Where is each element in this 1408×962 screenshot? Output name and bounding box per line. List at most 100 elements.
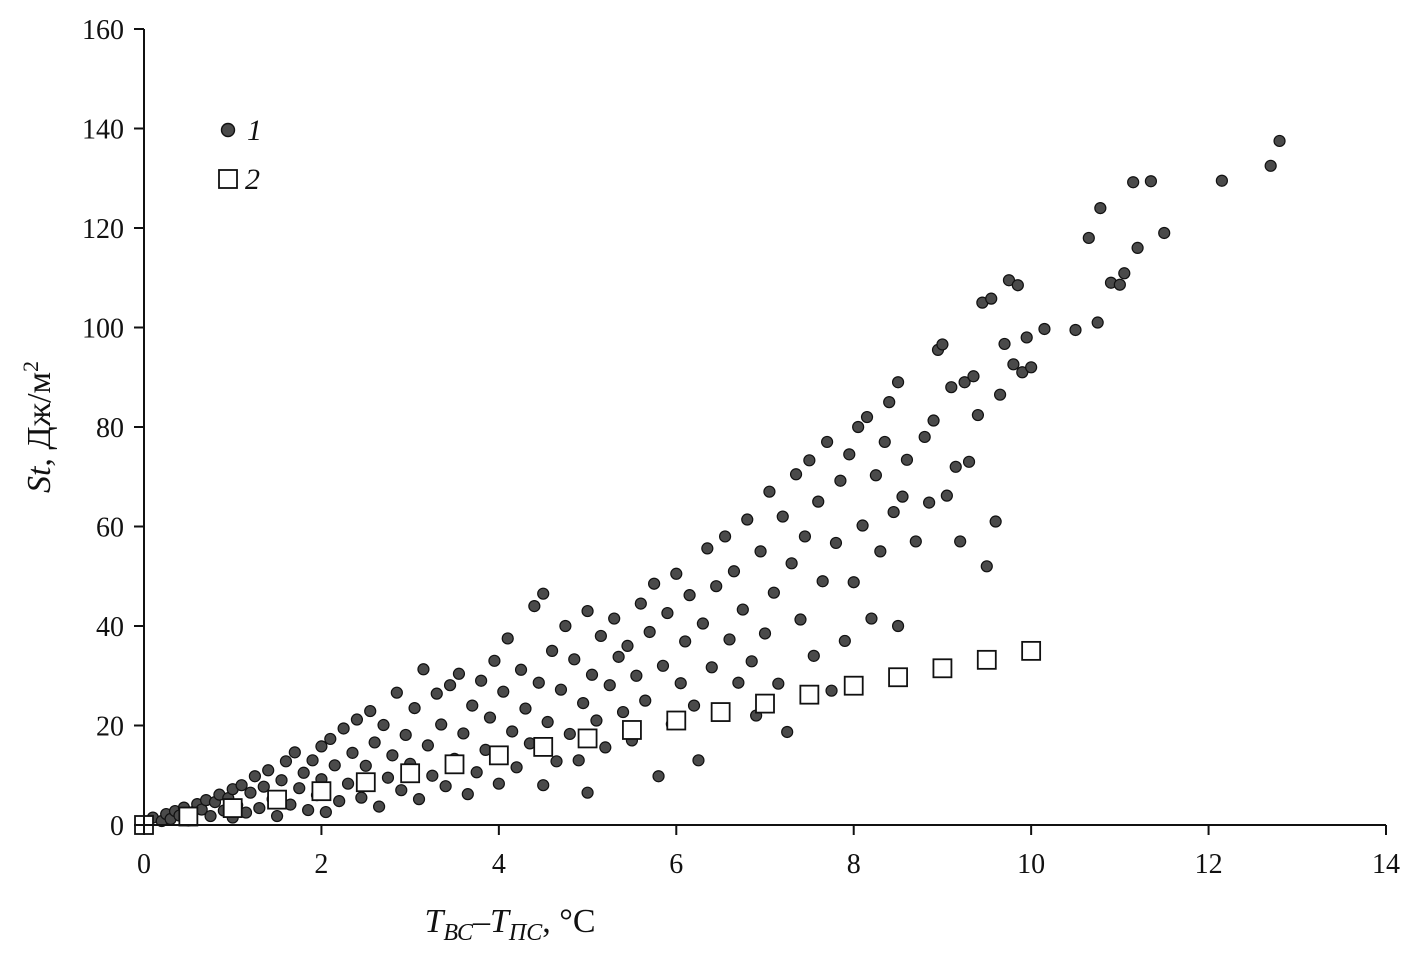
legend-label-series-1: 1 [247, 114, 262, 147]
series-1-point-128 [701, 542, 714, 555]
series-1-point-121 [670, 567, 683, 580]
series-1-point-49 [359, 759, 372, 772]
series-1-point-141 [758, 627, 772, 640]
series-1-point-83 [510, 761, 523, 774]
series-1-point-182 [945, 381, 958, 394]
series-1-point-129 [705, 661, 718, 674]
series-1-point-40 [319, 805, 332, 819]
y-tick-label-7: 140 [82, 115, 124, 146]
series-1-point-100 [581, 786, 594, 799]
series-1-point-156 [825, 684, 838, 697]
series-1-point-79 [492, 777, 505, 790]
series-1-point-117 [652, 770, 665, 783]
series-2-point-14 [755, 693, 775, 714]
series-1-point-110 [621, 639, 634, 653]
series-1-point-123 [679, 635, 692, 648]
y-tick-label-1: 20 [96, 712, 124, 743]
series-1-point-162 [852, 420, 865, 434]
series-1-point-29 [275, 774, 288, 787]
y-tick-label-2: 40 [96, 612, 124, 643]
series-1-point-93 [550, 755, 563, 768]
series-1-point-68 [443, 679, 457, 692]
series-1-point-95 [559, 619, 572, 633]
series-1-point-205 [1094, 202, 1107, 215]
series-1-point-84 [514, 663, 528, 676]
series-1-point-194 [998, 337, 1011, 351]
series-1-point-25 [257, 780, 270, 793]
series-1-point-24 [253, 801, 266, 815]
series-1-point-50 [364, 704, 377, 718]
series-1-point-116 [648, 577, 661, 590]
series-1-point-196 [1007, 358, 1020, 371]
series-1-point-41 [324, 732, 337, 746]
series-1-point-85 [519, 702, 532, 715]
series-1-point-204 [1091, 316, 1104, 329]
series-2-point-12 [666, 710, 687, 731]
series-1-point-186 [962, 455, 976, 468]
series-1-point-147 [785, 557, 798, 570]
series-1-point-97 [568, 653, 581, 666]
series-1-point-48 [355, 791, 368, 804]
series-1-point-178 [927, 414, 940, 427]
series-1-point-98 [572, 754, 585, 767]
series-1-point-215 [1273, 134, 1286, 148]
series-1-point-150 [798, 530, 812, 543]
legend-marker-series-1 [220, 122, 236, 138]
series-1-point-53 [377, 718, 390, 732]
series-2-point-18 [932, 658, 953, 679]
series-1-point-118 [656, 659, 670, 672]
series-1-point-32 [288, 746, 301, 759]
series-1-point-125 [687, 699, 701, 712]
series-1-point-61 [412, 793, 426, 806]
series-1-point-130 [710, 580, 723, 593]
x-tick-label-0: 0 [137, 849, 151, 880]
series-1-point-94 [554, 683, 568, 696]
series-1-point-54 [381, 771, 395, 784]
y-tick-label-6: 120 [82, 214, 124, 245]
series-1-point-134 [727, 565, 741, 578]
series-2-point-8 [488, 745, 509, 766]
series-1-point-142 [763, 485, 776, 498]
series-1-point-207 [1113, 278, 1126, 291]
series-1-point-163 [856, 519, 869, 532]
x-tick-label-6: 12 [1195, 849, 1223, 880]
series-1-point-74 [470, 766, 483, 779]
series-1-point-151 [803, 454, 816, 467]
series-1-point-107 [608, 612, 621, 625]
series-1-point-167 [874, 545, 887, 558]
series-1-point-20 [235, 779, 248, 792]
x-tick-label-3: 6 [669, 849, 683, 880]
y-tick-label-4: 80 [96, 413, 124, 444]
series-1-point-60 [408, 701, 421, 715]
series-1-point-190 [980, 560, 993, 573]
series-1-point-52 [372, 800, 386, 813]
series-1-point-152 [807, 649, 820, 662]
series-1-point-172 [891, 376, 905, 389]
series-1-point-197 [1011, 279, 1024, 292]
series-1-point-88 [532, 676, 545, 689]
series-1-point-164 [860, 410, 874, 424]
series-1-point-168 [878, 435, 891, 449]
legend: 1 2 [218, 114, 262, 196]
series-2-point-4 [311, 781, 332, 802]
series-1-point-103 [590, 714, 603, 727]
series-1-point-137 [741, 513, 754, 526]
series-1-point-28 [270, 809, 284, 823]
series-1-point-146 [781, 725, 794, 739]
plot-area [134, 134, 1286, 835]
series-1-point-160 [843, 448, 856, 461]
series-1-point-96 [563, 727, 576, 741]
series-1-point-72 [461, 788, 474, 801]
series-1-point-192 [989, 515, 1002, 528]
series-1-point-62 [417, 663, 430, 676]
series-1-point-113 [634, 597, 647, 610]
series-2-point-7 [444, 754, 465, 775]
series-1-point-82 [506, 725, 519, 738]
series-2-point-9 [533, 736, 554, 757]
series-2-point-1 [178, 806, 199, 827]
y-tick-label-5: 100 [82, 314, 124, 345]
series-1-point-155 [820, 435, 834, 449]
series-2-point-19 [976, 649, 997, 670]
series-1-point-154 [816, 575, 829, 588]
series-1-point-159 [838, 634, 851, 648]
